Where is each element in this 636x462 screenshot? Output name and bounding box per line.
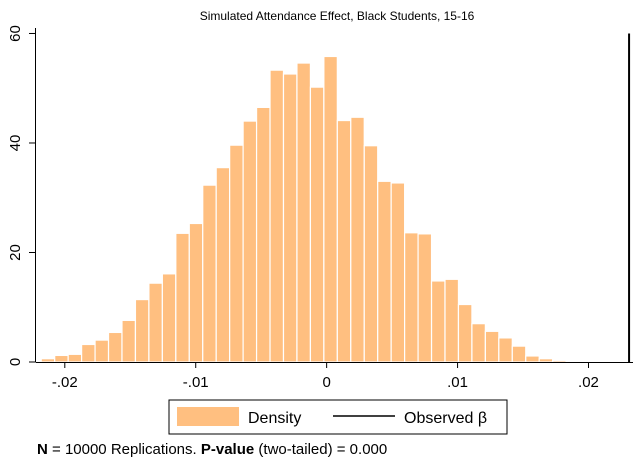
y-axis: 0 20 40 60 [7, 25, 36, 366]
histogram-bar [323, 55, 338, 363]
histogram-bar [390, 182, 406, 363]
histogram-bar [229, 144, 244, 363]
footnote: N = 10000 Replications. P-value (two-tai… [37, 441, 387, 458]
footnote-pvalue-text: (two-tailed) = 0.000 [254, 441, 388, 458]
histogram-bar [107, 331, 123, 363]
histogram-bar [484, 330, 500, 363]
histogram-bar [121, 319, 137, 363]
histogram-bar [202, 184, 217, 363]
x-tick-label: -.02 [52, 374, 78, 391]
x-tick-label: -.01 [183, 374, 209, 391]
histogram-bar [242, 120, 258, 363]
footnote-n-label: N [37, 441, 48, 458]
histogram-bar [40, 358, 56, 363]
footnote-n-text: = 10000 Replications. [47, 441, 201, 458]
histogram-bar [363, 145, 379, 363]
histogram-bar [430, 280, 446, 363]
histogram-bar [511, 345, 527, 363]
histogram-bar [444, 278, 460, 363]
histogram-bar [255, 106, 271, 363]
histogram-bar [309, 86, 325, 363]
histogram-bar [148, 282, 163, 363]
y-tick-label: 60 [7, 25, 24, 42]
legend: Density Observed β [168, 399, 508, 435]
histogram-bar [498, 337, 513, 363]
x-tick-label: 0 [322, 374, 330, 391]
histogram-bar [296, 62, 312, 363]
histogram-bar [134, 298, 150, 363]
histogram-bar [54, 354, 69, 363]
x-tick-label: .02 [578, 374, 599, 391]
histogram-bar [525, 355, 540, 363]
histogram-bar [457, 303, 473, 363]
histogram-bar [188, 222, 204, 363]
histogram-bar [161, 273, 177, 363]
histogram-bar [175, 232, 190, 363]
y-tick-label: 0 [7, 358, 24, 366]
histogram-bar [552, 359, 567, 363]
histogram-bar [94, 339, 110, 363]
histogram-bar [81, 343, 96, 363]
footnote-pvalue-label: P-value [200, 441, 255, 458]
histogram-bar [538, 358, 554, 363]
histogram-bar [67, 353, 83, 363]
legend-observed-label: Observed β [404, 410, 487, 427]
histogram-bar [269, 69, 285, 363]
legend-density-label: Density [248, 410, 301, 427]
legend-density-swatch [177, 407, 239, 426]
y-tick-label: 20 [7, 244, 24, 261]
histogram-bar [336, 119, 352, 363]
bars-group [40, 55, 581, 363]
histogram-bar [282, 73, 298, 363]
histogram-bar [215, 167, 231, 363]
y-tick-label: 40 [7, 135, 24, 152]
histogram-bar [404, 232, 419, 363]
chart-title: Simulated Attendance Effect, Black Stude… [200, 9, 475, 23]
histogram-bar [417, 233, 433, 363]
x-axis: -.02 -.01 0 .01 .02 [36, 362, 633, 391]
histogram-bar [377, 180, 392, 363]
histogram-bar [350, 116, 365, 363]
x-tick-label: .01 [447, 374, 468, 391]
histogram-bar [565, 360, 581, 363]
histogram-bar [471, 323, 486, 363]
